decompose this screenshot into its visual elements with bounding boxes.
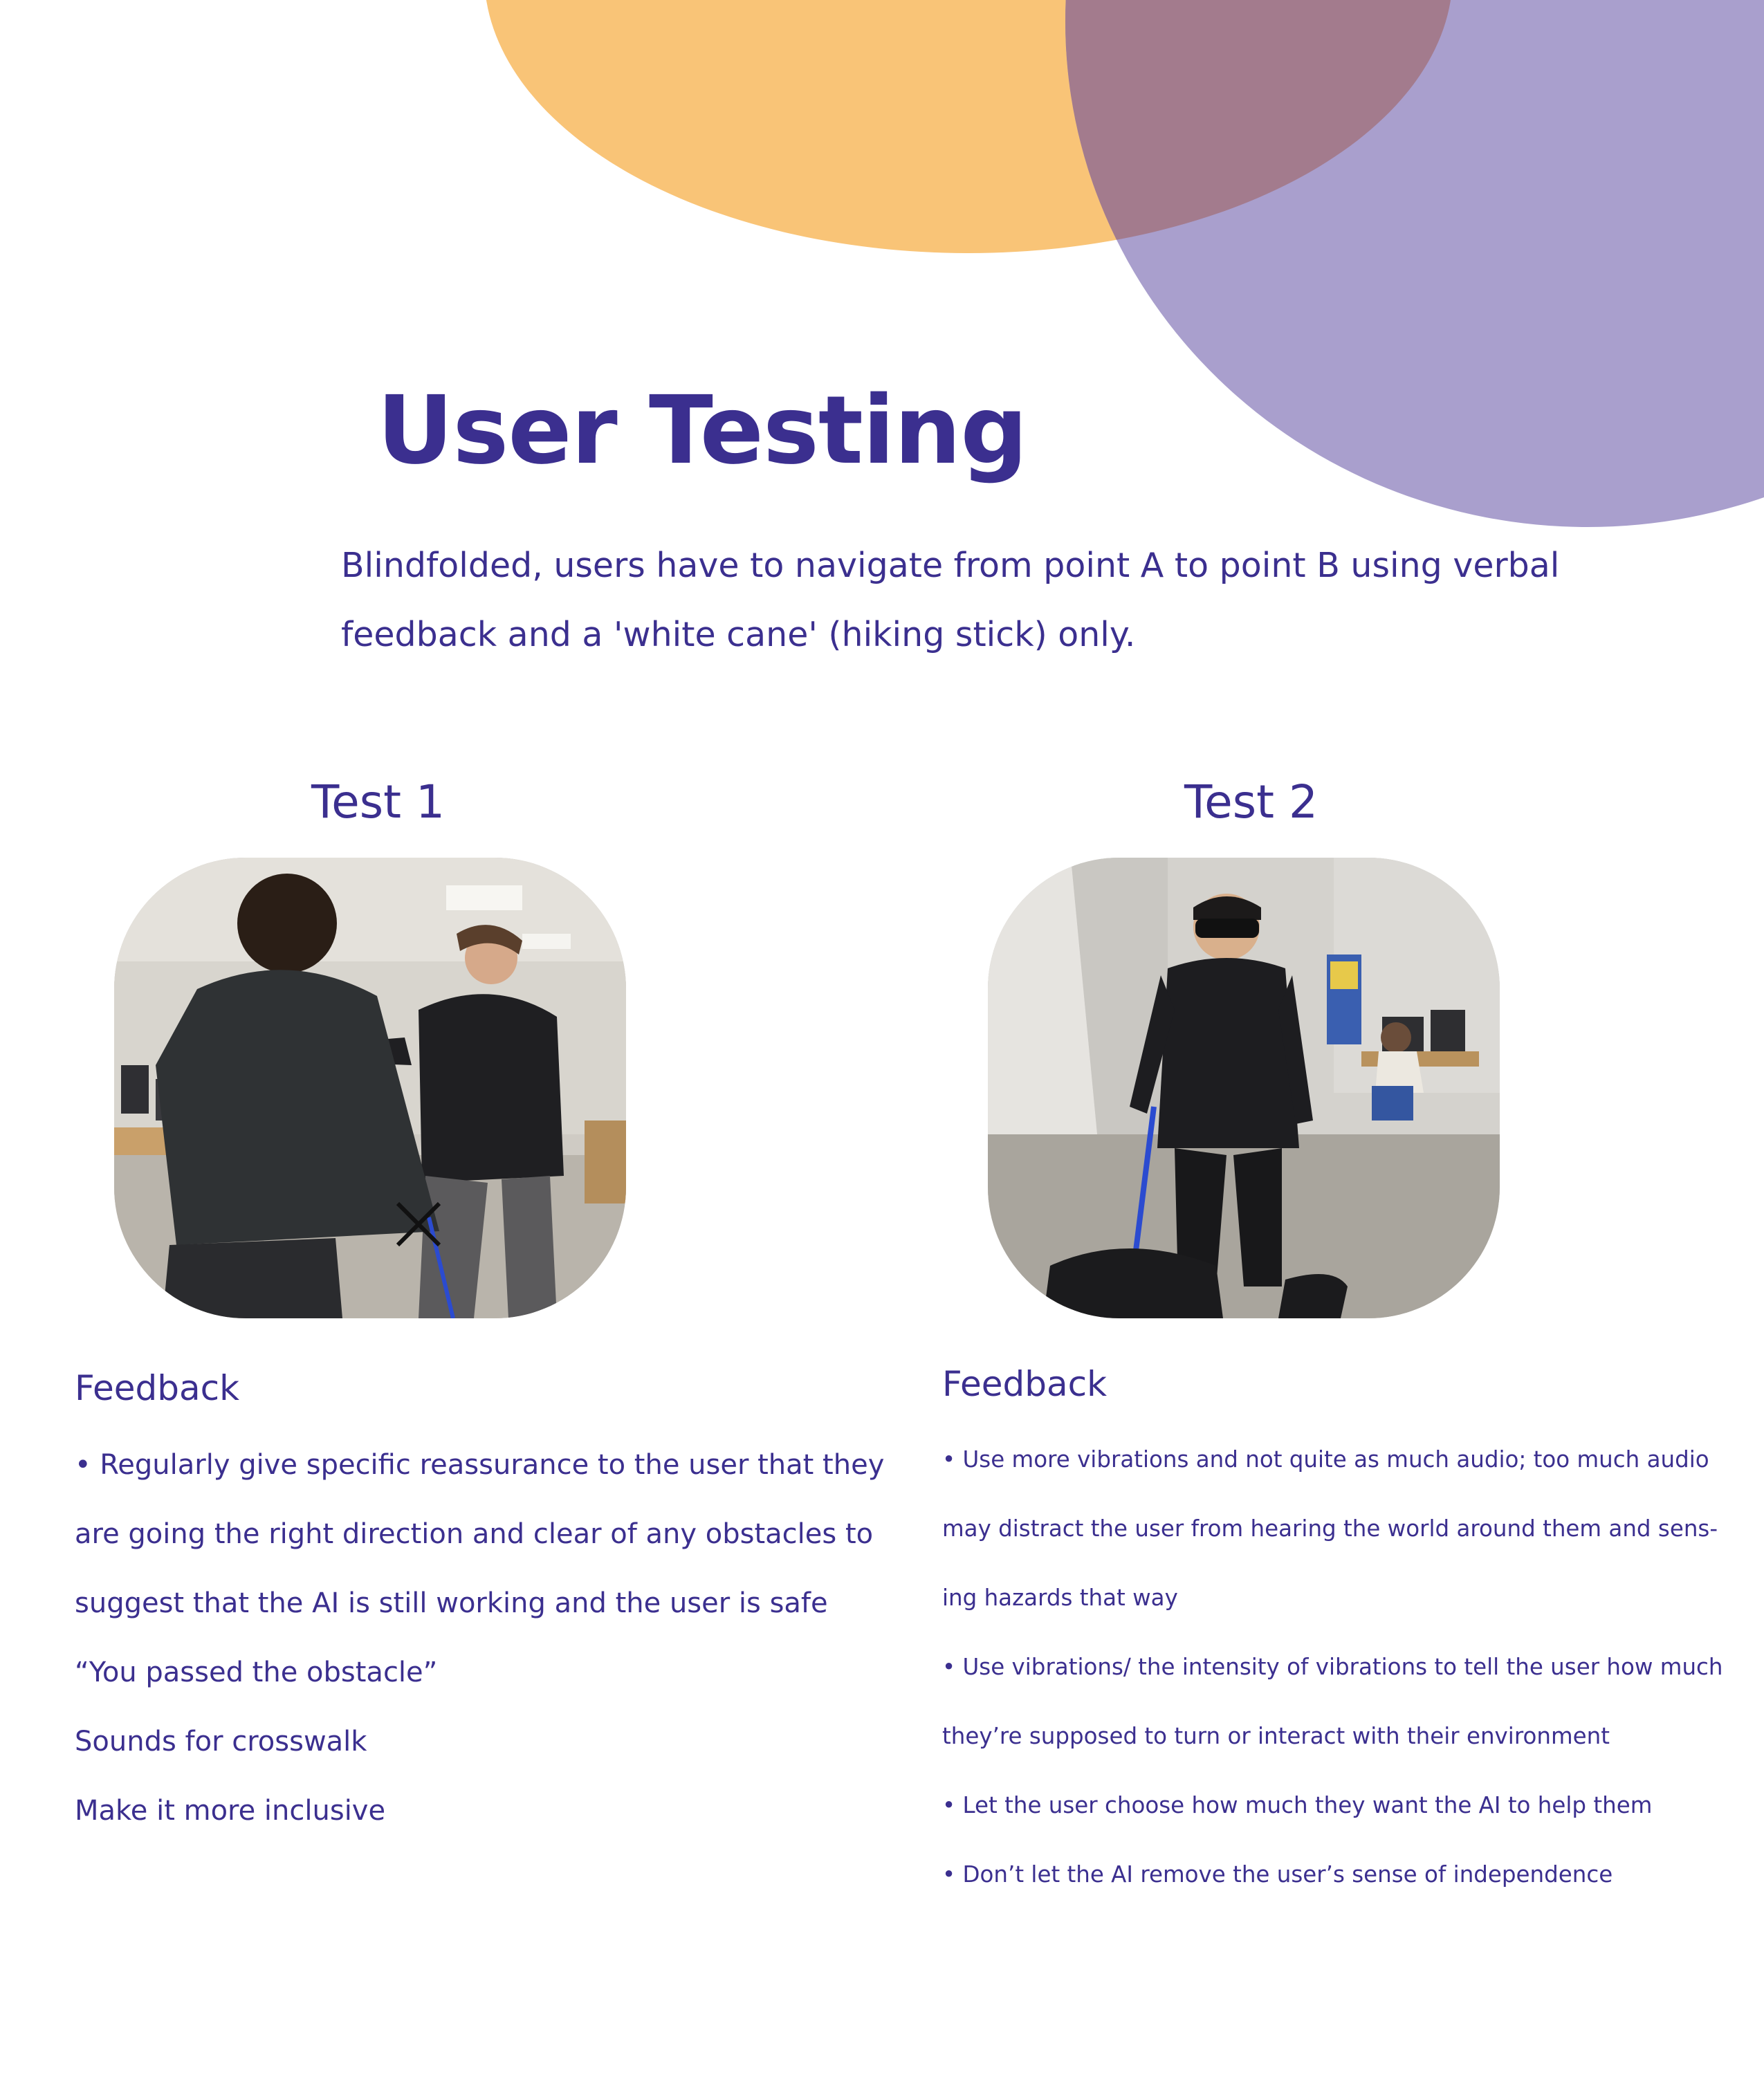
test-2-photo (988, 858, 1500, 1318)
list-item: • Let the user choose how much they want… (942, 1792, 1653, 1818)
test-2-heading: Test 2 (1184, 775, 1318, 829)
test-1-heading: Test 1 (311, 775, 445, 829)
test-1-feedback-heading: Feedback (75, 1368, 240, 1408)
test-2-feedback-heading: Feedback (942, 1364, 1108, 1404)
decorative-circle-overlap (484, 0, 1453, 253)
list-item: • Use more vibrations and not quite as m… (942, 1446, 1718, 1611)
list-item: Sounds for crosswalk (75, 1726, 367, 1758)
list-item: “You passed the obstacle” (75, 1657, 438, 1688)
test-1-photo (114, 858, 626, 1318)
intro-text: Blindfolded, users have to navigate from… (341, 546, 1560, 654)
test-2-feedback-list: • Use more vibrations and not quite as m… (942, 1425, 1738, 1909)
page-title: User Testing (377, 376, 1028, 486)
test-1-feedback-list: • Regularly give specific reassurance to… (75, 1430, 891, 1845)
list-item: • Use vibrations/ the intensity of vibra… (942, 1654, 1723, 1749)
list-item: Make it more inclusive (75, 1795, 386, 1827)
list-item: • Regularly give specific reassurance to… (75, 1449, 885, 1619)
list-item: • Don’t let the AI remove the user’s sen… (942, 1861, 1613, 1888)
